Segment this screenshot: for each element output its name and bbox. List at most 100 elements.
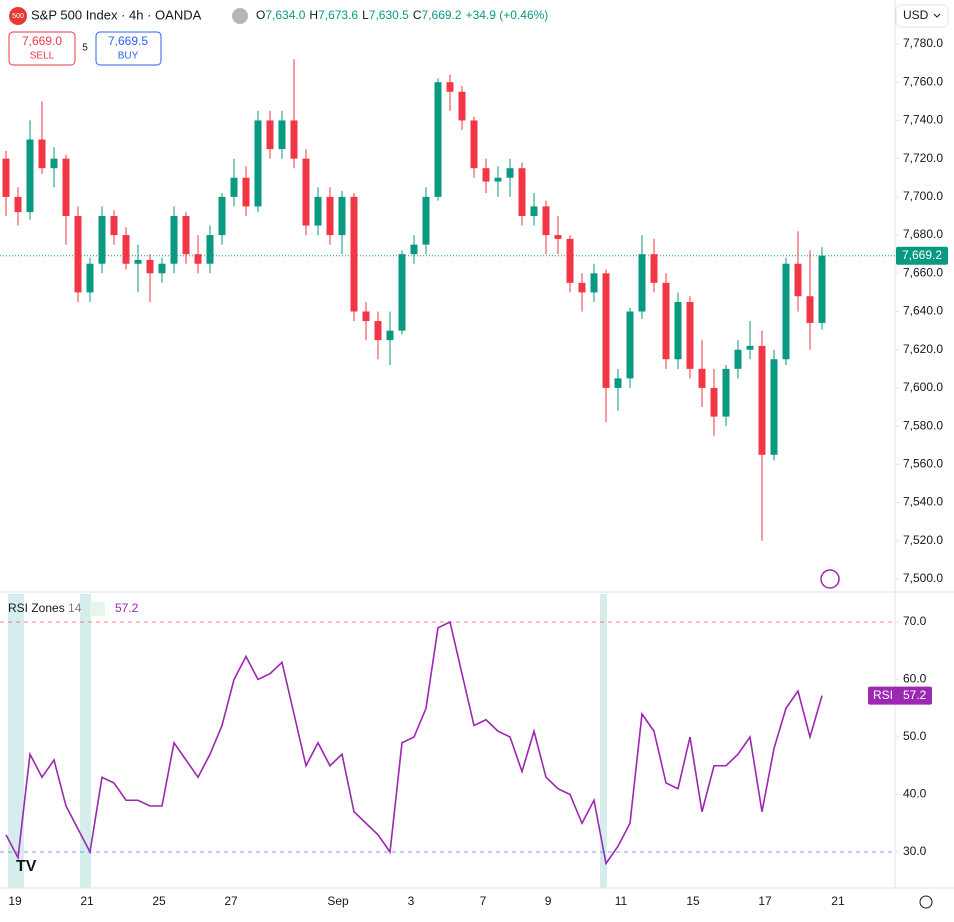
- o: 7,634.0: [265, 8, 305, 22]
- candle-body: [50, 158, 58, 169]
- candle-body: [158, 263, 166, 274]
- candle-body: [710, 387, 718, 417]
- candle-body: [506, 168, 514, 178]
- candle-body: [410, 244, 418, 255]
- y-tick-label: 70.0: [903, 614, 927, 628]
- candle-body: [182, 215, 190, 255]
- rsi-icon[interactable]: [90, 602, 105, 616]
- rsi-value: 57.2: [115, 601, 139, 615]
- candle-body: [770, 359, 778, 455]
- candle-body: [818, 255, 826, 323]
- rsi-last: 57.2: [903, 688, 927, 702]
- candle-body: [338, 196, 346, 236]
- o-label: O: [256, 8, 265, 22]
- y-tick-label: 7,580.0: [903, 418, 943, 432]
- symbol-badge: 500: [12, 13, 24, 20]
- candle-body: [590, 273, 598, 293]
- c: 7,669.2: [422, 8, 462, 22]
- candle-body: [302, 158, 310, 226]
- x-tick-label: 25: [152, 894, 166, 908]
- candle-body: [794, 263, 802, 297]
- candle-body: [242, 177, 250, 207]
- candle-body: [614, 378, 622, 388]
- candle-body: [458, 91, 466, 121]
- y-tick-label: 7,680.0: [903, 227, 943, 241]
- candle-body: [278, 120, 286, 150]
- candle-body: [362, 311, 370, 322]
- candle-body: [326, 196, 334, 236]
- candle-body: [86, 263, 94, 293]
- candle-body: [74, 215, 82, 293]
- candle-body: [530, 206, 538, 216]
- x-tick-label: 11: [615, 894, 628, 908]
- x-tick-label: 21: [831, 894, 845, 908]
- y-tick-label: 7,700.0: [903, 189, 943, 203]
- buy-button[interactable]: [95, 31, 162, 66]
- h-label: H: [309, 8, 318, 22]
- candle-body: [686, 301, 694, 369]
- x-tick-label: 7: [480, 894, 487, 908]
- candle-body: [254, 120, 262, 207]
- candle-body: [14, 196, 22, 213]
- dropdown-arrow: [933, 13, 941, 18]
- x-tick-label: Sep: [327, 894, 349, 908]
- y-tick-label: 7,600.0: [903, 380, 943, 394]
- sell-label: SELL: [30, 51, 55, 62]
- candle-body: [314, 196, 322, 226]
- last-price-label: 7,669.2: [902, 248, 942, 262]
- rsi-name: RSI Zones: [8, 601, 65, 615]
- status-dot: [232, 8, 248, 24]
- candle-body: [350, 196, 358, 312]
- candle-body: [266, 120, 274, 150]
- y-tick-label: 7,760.0: [903, 74, 943, 88]
- y-tick-label: 7,720.0: [903, 151, 943, 165]
- x-tick-label: 17: [758, 894, 772, 908]
- candle-body: [206, 235, 214, 264]
- x-tick-label: 21: [80, 894, 94, 908]
- last-price-box: [896, 246, 948, 265]
- candle-body: [650, 254, 658, 283]
- y-tick-label: 7,740.0: [903, 113, 943, 127]
- rsi-legend: RSI Zones 14: [8, 601, 82, 615]
- candle-body: [566, 238, 574, 283]
- y-tick-label: 7,540.0: [903, 495, 943, 509]
- rsi-line: [5, 620, 823, 866]
- x-tick-label: 19: [8, 894, 22, 908]
- h: 7,673.6: [318, 8, 358, 22]
- y-tick-label: 7,780.0: [903, 36, 943, 50]
- buy-label: BUY: [118, 51, 139, 62]
- candle-body: [470, 120, 478, 169]
- candle-body: [170, 215, 178, 264]
- rsi-zone: [600, 594, 607, 888]
- lightning-icon[interactable]: [820, 569, 840, 589]
- settings-icon[interactable]: [919, 895, 933, 909]
- l-label: L: [362, 8, 369, 22]
- y-tick-label: 50.0: [903, 729, 927, 743]
- sell-button[interactable]: [8, 31, 76, 66]
- candle-body: [698, 368, 706, 388]
- y-tick-label: 30.0: [903, 844, 927, 858]
- currency-select[interactable]: [895, 4, 949, 28]
- candle-body: [146, 259, 154, 274]
- spread: 5: [82, 43, 88, 54]
- candle-body: [722, 368, 730, 417]
- c-label: C: [413, 8, 422, 22]
- candle-body: [782, 263, 790, 360]
- y-tick-label: 7,520.0: [903, 533, 943, 547]
- candle-body: [806, 296, 814, 323]
- candle-body: [2, 158, 10, 197]
- candle-body: [746, 345, 754, 350]
- rsi-period: 14: [68, 601, 82, 615]
- rsi-zone: [80, 594, 91, 888]
- candle-body: [662, 282, 670, 360]
- candle-body: [386, 330, 394, 341]
- rsi-zone: [8, 594, 24, 888]
- rsi-badge: RSI: [873, 688, 893, 702]
- currency: USD: [903, 8, 929, 22]
- candle-body: [218, 196, 226, 236]
- x-tick-label: 9: [545, 894, 552, 908]
- candle-body: [422, 196, 430, 245]
- rsi-box: [868, 686, 932, 705]
- candle-body: [110, 215, 118, 236]
